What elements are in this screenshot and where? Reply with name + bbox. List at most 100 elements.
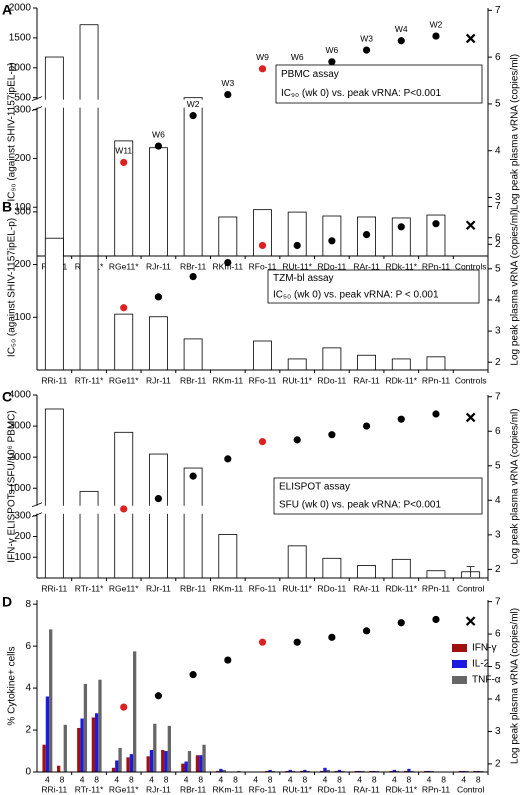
bar [126, 757, 130, 772]
bar [161, 749, 165, 772]
x-tick-label: Controls [455, 375, 487, 385]
bar [476, 770, 480, 772]
vrna-point [432, 615, 440, 624]
y-tick-label: 300 [14, 206, 31, 217]
point-label: W3 [360, 33, 373, 43]
x-tick-label: RTr-11* [75, 375, 104, 385]
panel-label: D [2, 594, 12, 610]
y-tick-label: 4 [25, 683, 31, 694]
annotation-text: PBMC assay [281, 69, 339, 80]
vrna-point [189, 472, 197, 480]
vrna-point [328, 58, 336, 66]
bar [219, 768, 223, 772]
x-subtick-label: 8 [94, 774, 99, 784]
x-tick-label: RKm-11 [213, 583, 244, 593]
x-subtick-label: 8 [441, 774, 446, 784]
vrna-point [224, 258, 232, 267]
y-axis-title: IC₅₀ (against SHIV-1157ipEL-p) [7, 218, 18, 357]
panel-label: A [2, 2, 12, 18]
bar [391, 358, 411, 371]
bar [403, 770, 408, 772]
legend-swatch [452, 660, 467, 668]
bar [354, 770, 358, 772]
y-axis-title: IFN-γ ELISPOTs (SFU/10⁶ PBMC) [7, 410, 18, 562]
x-subtick-label: 4 [114, 774, 119, 784]
point-label: W6 [326, 45, 339, 55]
bar [149, 749, 154, 772]
x-tick-label: RFo-11 [249, 261, 277, 271]
bar [427, 770, 431, 772]
x-tick-label: RFo-11 [249, 784, 277, 794]
bar [462, 770, 466, 772]
vrna-point [258, 638, 267, 646]
point-label: W6 [152, 129, 165, 139]
bar [111, 767, 116, 772]
vrna-point [362, 46, 371, 54]
bar [146, 756, 150, 772]
bar [287, 545, 307, 579]
x-tick-label: RBr-11 [180, 784, 207, 794]
vrna-point [328, 431, 336, 439]
y-tick-label: 2000 [9, 452, 32, 463]
control-marker [465, 33, 476, 44]
y-tick-label: 200 [14, 259, 31, 270]
bar [80, 718, 84, 772]
y2-tick-label: 6 [495, 232, 501, 243]
bar [183, 467, 203, 579]
vrna-point [258, 65, 267, 73]
legend-label: IFN-γ [472, 643, 496, 654]
bar [430, 770, 434, 772]
x-subtick-label: 8 [60, 774, 65, 784]
bar [133, 651, 137, 772]
x-tick-label: RGe11* [109, 375, 139, 385]
bar [42, 744, 46, 772]
vrna-point [328, 237, 336, 245]
y2-tick-label: 2 [495, 759, 501, 770]
bar [44, 237, 64, 371]
bar [426, 570, 446, 579]
bar [357, 565, 376, 579]
bar [114, 431, 134, 579]
vrna-point [224, 656, 232, 664]
point-label: W2 [430, 19, 443, 29]
annotation-box [275, 64, 483, 104]
y-tick-label: 300 [14, 510, 31, 521]
vrna-point [293, 436, 301, 444]
bar [57, 765, 61, 772]
y2-tick-label: 2 [495, 564, 501, 575]
annotation-text: TZM-bl assay [273, 273, 334, 284]
x-subtick-label: 4 [253, 774, 258, 784]
bar [479, 770, 484, 772]
x-tick-label: RUt-11* [282, 583, 312, 593]
x-tick-label: RTr-11* [75, 583, 104, 593]
x-subtick-label: 8 [302, 774, 307, 784]
bar [288, 769, 292, 772]
y2-tick-label: 3 [495, 326, 501, 337]
bar [271, 770, 276, 772]
y-tick-label: 1000 [9, 62, 32, 73]
vrna-point [432, 220, 440, 228]
x-tick-label: RDo-11 [318, 375, 347, 385]
bar [222, 769, 226, 772]
bar [458, 770, 463, 772]
y-tick-label: 100 [14, 202, 31, 213]
x-subtick-label: 4 [80, 774, 85, 784]
bar [299, 770, 304, 772]
x-subtick-label: 4 [357, 774, 362, 784]
point-label: W4 [395, 24, 408, 34]
y-tick-label: 500 [14, 92, 31, 103]
x-tick-label: RUt-11* [282, 261, 312, 271]
bar [149, 316, 168, 371]
annotation-text: IC₅₀ (wk 0) vs. peak vRNA: P < 0.001 [273, 289, 439, 300]
y-tick-label: 6 [25, 641, 31, 652]
y2-tick-label: 7 [495, 201, 501, 212]
vrna-point [432, 410, 440, 418]
x-tick-label: RRi-11 [41, 375, 67, 385]
control-marker [465, 616, 476, 626]
vrna-point [397, 37, 405, 45]
bar [424, 770, 428, 772]
x-subtick-label: 8 [337, 774, 342, 784]
x-tick-label: RUt-11* [282, 375, 312, 385]
vrna-point [328, 633, 336, 641]
